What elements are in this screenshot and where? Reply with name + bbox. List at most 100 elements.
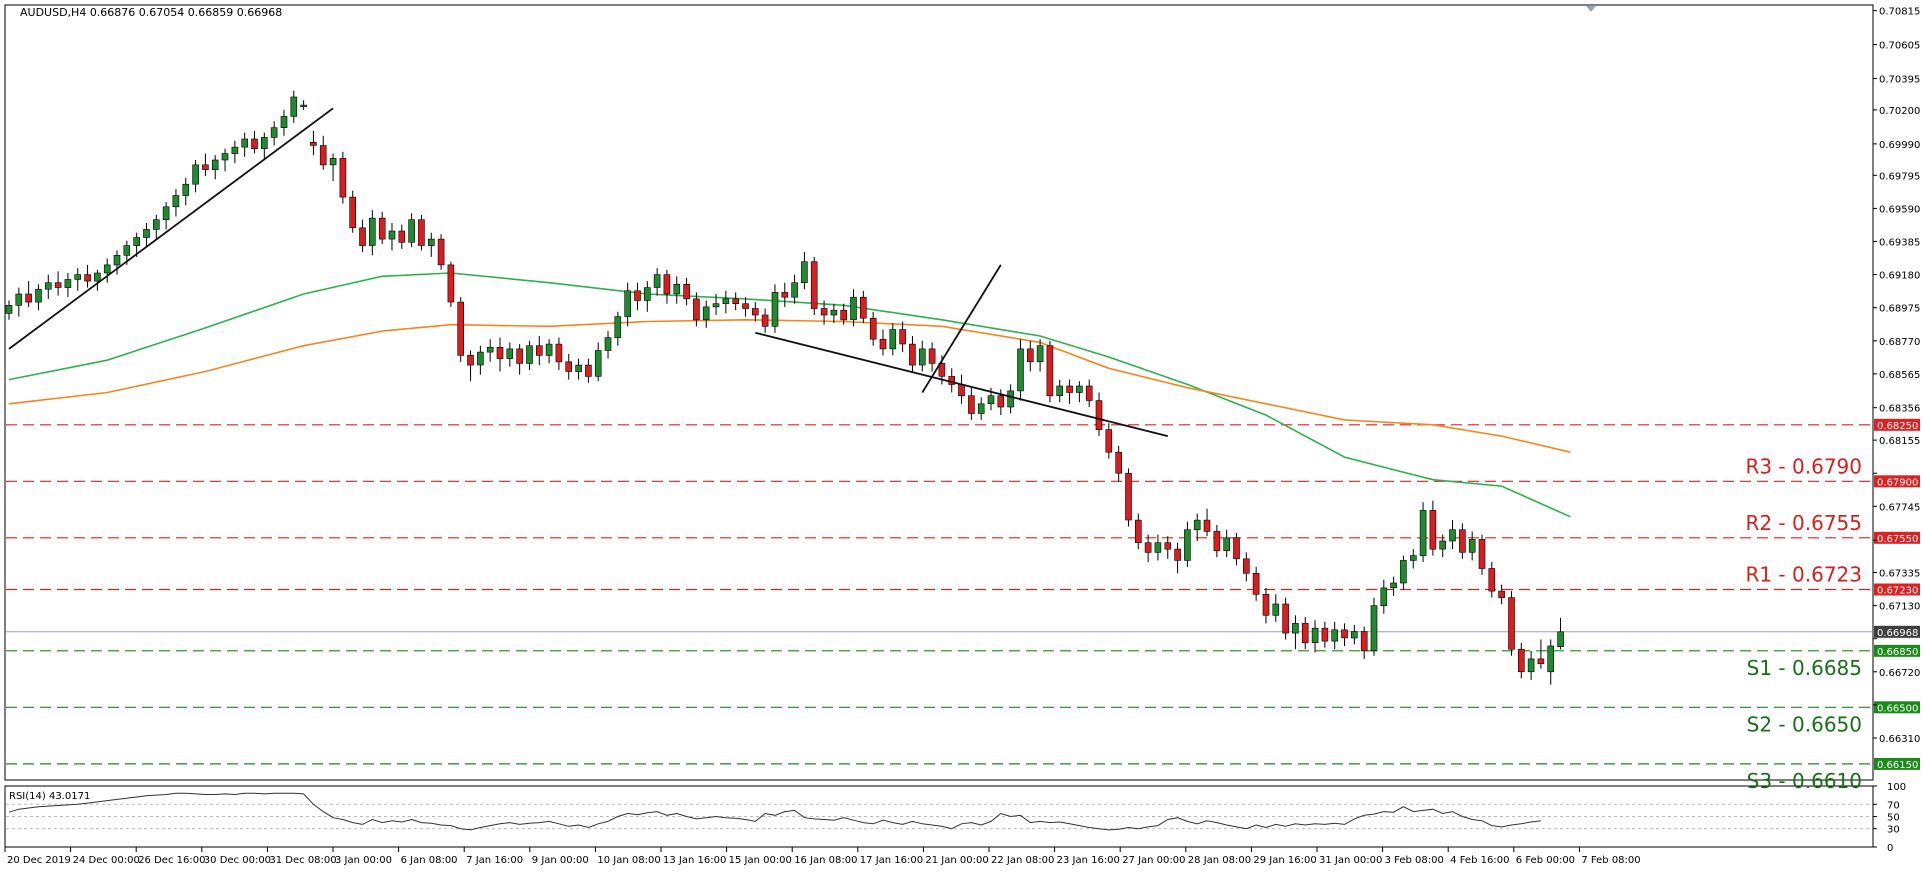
rsi-tick-label: 0 [1887, 843, 1893, 854]
bear-candle-body [1429, 510, 1437, 550]
trendlines [8, 107, 1169, 437]
bull-candle-body [702, 306, 710, 321]
candle [624, 282, 632, 327]
bear-candle-body [339, 158, 347, 198]
price-levels [6, 424, 1872, 765]
candle [408, 213, 415, 248]
y-tick-label: 0.68770 [1879, 337, 1920, 348]
candle [751, 302, 759, 322]
candle [683, 277, 690, 306]
bull-candle-body [427, 238, 435, 246]
bull-candle-body [221, 153, 229, 161]
bull-candle-body [830, 309, 838, 316]
candle [1135, 513, 1142, 550]
bear-candle-body [1135, 519, 1142, 543]
bear-candle-body [1027, 348, 1034, 363]
bear-candle-body [84, 274, 91, 282]
bull-candle-body [918, 348, 926, 366]
candle [241, 132, 248, 157]
bear-candle-body [535, 345, 543, 356]
candle [162, 202, 170, 230]
candle [820, 300, 828, 325]
bear-candle-body [565, 361, 573, 372]
candle [1527, 650, 1535, 680]
bull-candle-body [44, 282, 52, 290]
level-price-tag [1874, 418, 1920, 431]
candle [359, 219, 366, 252]
candle [702, 300, 710, 328]
candle [1184, 521, 1191, 567]
candle [1439, 534, 1446, 558]
bull-candle-body [162, 206, 170, 221]
bear-candle-body [1262, 593, 1270, 616]
candle [693, 292, 700, 327]
candle [310, 130, 317, 156]
candle [1105, 423, 1113, 459]
level-price-tag [1874, 531, 1920, 544]
candle [1301, 616, 1309, 650]
y-tick-label: 0.70605 [1879, 41, 1920, 52]
bear-candle-body [54, 282, 62, 288]
candle [477, 345, 484, 375]
bear-candle-body [359, 227, 366, 246]
y-tick-label: 0.69385 [1879, 238, 1920, 249]
candle [771, 284, 779, 333]
candle [850, 289, 857, 327]
candle [1410, 549, 1417, 569]
level-price-tag [1874, 644, 1920, 657]
candle [545, 339, 553, 364]
candle [555, 337, 563, 370]
candle [44, 274, 52, 299]
candle [1468, 531, 1476, 561]
candle [1351, 625, 1358, 645]
candle [506, 342, 514, 367]
bear-candle-body [1282, 603, 1289, 634]
trendline [755, 331, 1169, 437]
candle [1331, 621, 1338, 650]
bear-candle-body [1360, 631, 1368, 652]
candle [1292, 615, 1299, 650]
bull-candle-body [1056, 385, 1063, 396]
candle [1400, 555, 1407, 590]
bull-candle-body [408, 219, 415, 243]
candle [427, 232, 435, 257]
bull-candle-body [673, 283, 681, 295]
bull-candle-body [850, 296, 857, 321]
bull-candle-body [1351, 631, 1358, 639]
bear-candle-body [1459, 529, 1466, 553]
x-tick-label: 6 Jan 08:00 [401, 855, 458, 866]
candle [859, 290, 867, 324]
candle [791, 274, 798, 304]
candle [418, 214, 425, 251]
candle [1341, 623, 1348, 646]
bear-candle-body [1252, 572, 1260, 595]
x-tick-label: 17 Jan 16:00 [860, 855, 923, 866]
candle [1478, 534, 1486, 575]
bull-candle-body [1154, 542, 1162, 553]
trendline [921, 264, 1002, 393]
bull-candle-body [1017, 348, 1024, 392]
bull-candle-body [722, 298, 730, 304]
candle [614, 311, 622, 346]
bear-candle-body [516, 348, 523, 364]
candle [653, 268, 661, 296]
bear-candle-body [1213, 531, 1221, 552]
candle [1508, 591, 1515, 656]
x-tick-label: 7 Feb 08:00 [1581, 855, 1640, 866]
candle [1027, 340, 1034, 372]
x-tick-label: 26 Dec 16:00 [138, 855, 205, 866]
level-price-tag [1874, 583, 1920, 596]
candle [830, 303, 838, 324]
bull-candle-body [153, 219, 160, 230]
bull-candle-body [1223, 537, 1230, 551]
y-tick-label: 0.68975 [1879, 304, 1920, 315]
y-tick-label: 0.66720 [1879, 668, 1920, 679]
bear-candle-body [1498, 590, 1505, 598]
candle [1272, 594, 1280, 622]
candle [1311, 620, 1319, 653]
bear-candle-body [251, 138, 258, 149]
bull-candle-body [329, 158, 337, 166]
current-price-tag [1874, 625, 1920, 638]
level-label: R3 - 0.6790 [1745, 454, 1862, 478]
bull-candle-body [1193, 519, 1201, 531]
